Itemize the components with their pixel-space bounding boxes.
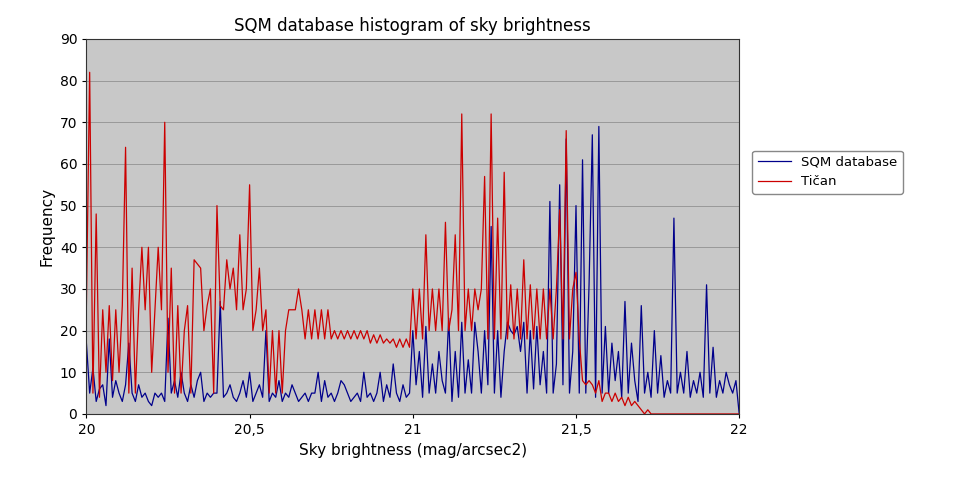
Tičan — [358, 336, 370, 342]
SQM database — [433, 349, 444, 355]
Legend: SQM database, Tičan: SQM database, Tičan — [753, 150, 902, 194]
Line: Tičan: Tičan — [86, 72, 739, 414]
SQM database — [84, 390, 95, 396]
SQM database — [682, 349, 693, 355]
X-axis label: Sky brightness (mag/arcsec2): Sky brightness (mag/arcsec2) — [299, 443, 527, 457]
Tičan — [143, 244, 155, 250]
Tičan — [81, 303, 92, 309]
Tičan — [323, 307, 334, 313]
Tičan — [84, 69, 95, 75]
SQM database — [319, 378, 330, 384]
Tičan — [638, 411, 650, 417]
Tičan — [437, 328, 448, 334]
SQM database — [139, 390, 151, 396]
Y-axis label: Frequency: Frequency — [39, 187, 54, 266]
Tičan — [87, 390, 99, 396]
SQM database — [593, 124, 605, 130]
Tičan — [684, 411, 696, 417]
Tičan — [733, 411, 745, 417]
Line: SQM database: SQM database — [86, 127, 739, 414]
SQM database — [733, 411, 745, 417]
SQM database — [81, 340, 92, 346]
Title: SQM database histogram of sky brightness: SQM database histogram of sky brightness — [234, 17, 591, 35]
SQM database — [355, 398, 367, 404]
